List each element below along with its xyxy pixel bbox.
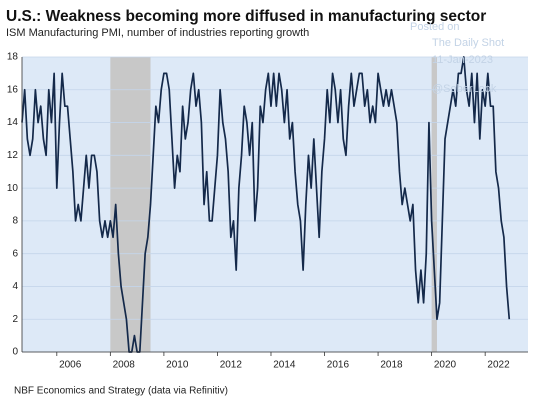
plot [21,56,528,353]
y-tick-label: 16 [7,84,19,95]
x-tick-label: 2010 [166,360,189,371]
y-tick-label: 2 [12,314,18,325]
x-tick-label: 2006 [59,360,82,371]
watermark: 11-Jan-2023 [432,54,493,66]
y-tick-label: 18 [7,52,19,63]
x-tick-label: 2012 [220,360,243,371]
watermark: @SoberLook [432,83,497,95]
x-tick-label: 2018 [380,360,403,371]
data-line [21,56,511,353]
shaded-period [431,57,437,352]
y-tick-label: 8 [12,216,18,227]
chart-title: U.S.: Weakness becoming more diffused in… [6,8,486,25]
x-tick-label: 2016 [327,360,350,371]
chart-subtitle: ISM Manufacturing PMI, number of industr… [6,27,309,39]
y-tick-label: 12 [7,150,19,161]
x-tick-label: 2008 [113,360,136,371]
y-tick-label: 14 [7,117,19,128]
watermark: The Daily Shot [432,37,504,49]
watermark: Posted on [410,21,460,33]
y-tick-label: 6 [12,248,18,259]
source-note: NBF Economics and Strategy (data via Ref… [14,386,228,397]
y-tick-label: 10 [7,183,19,194]
x-tick-label: 2020 [434,360,457,371]
x-tick-label: 2014 [273,360,296,371]
x-tick-label: 2022 [487,360,510,371]
shaded-period [110,57,151,352]
y-tick-label: 4 [12,281,18,292]
y-tick-label: 0 [12,347,18,358]
